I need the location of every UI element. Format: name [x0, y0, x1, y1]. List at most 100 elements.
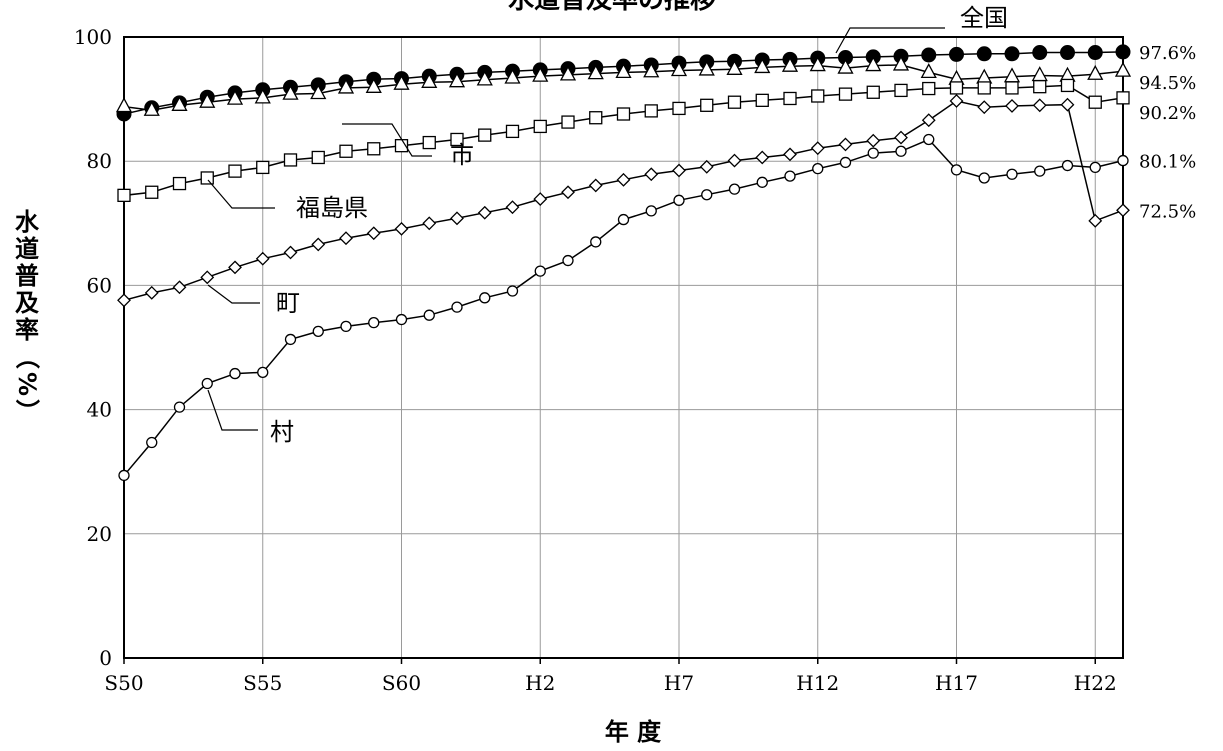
data-point	[201, 377, 213, 390]
data-point	[894, 130, 908, 145]
y-axis-title-char: 水	[15, 208, 40, 236]
data-point	[172, 176, 187, 191]
series-name-label: 町	[276, 289, 300, 317]
x-axis-title: 年 度	[605, 718, 662, 746]
data-point	[838, 87, 853, 101]
data-point	[1115, 44, 1131, 60]
data-point	[811, 89, 825, 103]
data-point	[1031, 66, 1048, 82]
data-point	[784, 170, 796, 182]
data-point	[949, 81, 964, 95]
y-tick-label: 40	[87, 398, 112, 422]
data-point	[867, 147, 879, 159]
data-point	[1034, 165, 1046, 177]
data-point	[865, 56, 882, 72]
plot-frame	[123, 36, 1124, 659]
data-point	[366, 226, 381, 241]
data-point	[422, 216, 437, 231]
x-tick-label: H12	[796, 671, 839, 695]
data-point	[645, 205, 657, 217]
data-point	[1089, 161, 1101, 174]
data-point	[977, 81, 991, 95]
data-point	[145, 185, 159, 199]
data-point	[532, 66, 549, 82]
data-point	[339, 231, 353, 246]
data-point	[837, 58, 854, 74]
y-tick-label: 80	[87, 149, 112, 173]
data-point	[783, 147, 797, 162]
data-point	[781, 56, 799, 72]
data-point	[533, 192, 548, 207]
data-point	[172, 280, 187, 295]
data-point	[115, 97, 133, 113]
data-point	[976, 68, 993, 84]
data-point	[617, 213, 630, 226]
data-point	[367, 142, 381, 156]
data-point	[643, 62, 660, 78]
data-point	[922, 81, 936, 96]
data-point	[701, 189, 713, 201]
data-point	[921, 113, 936, 128]
series-name-label: 全国	[960, 4, 1008, 32]
data-point	[700, 98, 714, 112]
series-name-label: 市	[450, 141, 474, 169]
leader-line	[342, 123, 432, 157]
y-tick-labels: 0 20 40 60 80 100	[74, 25, 112, 670]
data-point	[615, 63, 632, 79]
data-point	[616, 107, 631, 121]
data-point	[809, 56, 826, 72]
data-point	[117, 293, 131, 308]
data-point	[254, 88, 271, 104]
end-value-label: 97.6%	[1139, 43, 1196, 64]
series-name-label: 福島県	[296, 194, 368, 222]
data-point	[892, 55, 910, 71]
data-point	[505, 200, 520, 215]
data-point	[144, 285, 159, 300]
data-point	[812, 163, 824, 175]
data-point	[173, 401, 186, 413]
data-point	[1060, 97, 1075, 112]
data-point	[1005, 81, 1019, 95]
data-point	[561, 115, 575, 129]
data-point	[589, 111, 603, 125]
series-layer	[115, 44, 1132, 482]
grid-lines	[123, 37, 1123, 664]
data-point	[228, 260, 242, 275]
data-point	[949, 46, 964, 62]
data-point	[670, 61, 688, 77]
data-point	[283, 245, 298, 260]
data-point	[1006, 168, 1018, 180]
end-value-label: 72.5%	[1139, 201, 1196, 222]
data-point	[256, 160, 270, 175]
data-point	[1003, 67, 1021, 83]
data-point	[311, 150, 325, 165]
data-point	[229, 367, 241, 380]
data-point	[310, 84, 327, 100]
data-point	[699, 159, 714, 174]
leader-line	[835, 27, 945, 54]
data-point	[1004, 46, 1020, 62]
x-tick-label: H2	[525, 671, 555, 695]
leader-line	[207, 179, 275, 209]
series-3	[117, 94, 1130, 308]
data-point	[977, 100, 992, 115]
data-point	[394, 221, 409, 236]
data-point	[450, 132, 464, 147]
data-point	[255, 251, 270, 266]
data-point	[200, 171, 214, 185]
x-tick-label: H7	[664, 671, 694, 695]
x-tick-label: S60	[382, 671, 421, 695]
data-point	[199, 92, 216, 108]
data-point	[311, 237, 326, 252]
data-point	[337, 78, 355, 94]
series-label-4: 村	[207, 389, 294, 446]
data-point	[533, 119, 547, 134]
data-point	[368, 317, 380, 329]
y-axis-title-char: 及	[15, 289, 39, 317]
data-point	[590, 236, 602, 248]
data-point	[1087, 45, 1103, 61]
y-tick-label: 20	[87, 522, 112, 546]
data-point	[1060, 78, 1075, 93]
